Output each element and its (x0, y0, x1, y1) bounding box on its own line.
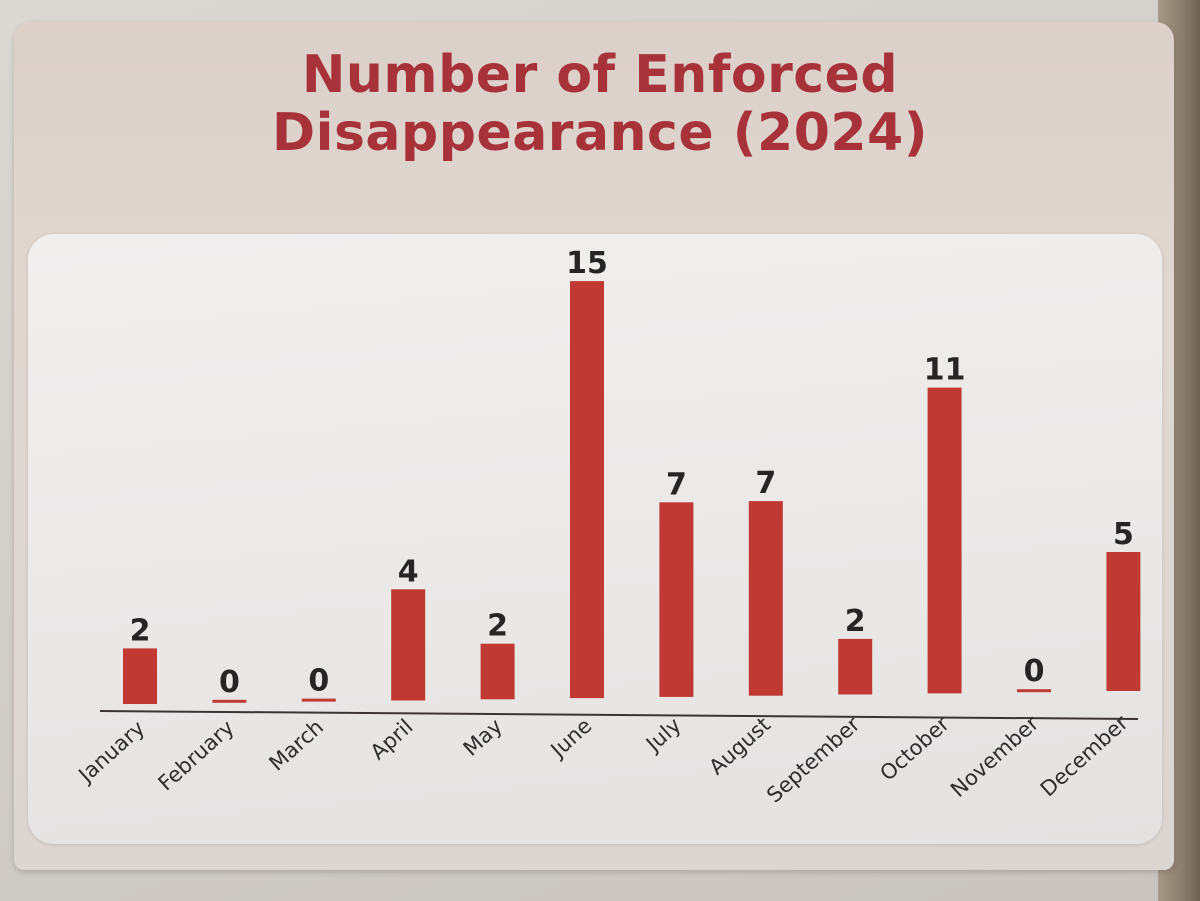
category-label-november: November (946, 711, 1044, 802)
category-label-september: September (762, 712, 865, 808)
bar-february (212, 699, 247, 703)
bar-september (838, 638, 873, 695)
bar-may (480, 643, 515, 700)
category-label-february: February (154, 715, 239, 795)
bar-june (570, 281, 604, 699)
value-label-february: 0 (219, 665, 240, 700)
bar-april (391, 589, 426, 701)
category-label-june: June (545, 713, 597, 763)
category-label-may: May (459, 714, 507, 761)
category-label-january: January (73, 716, 150, 788)
chart-title: Number of Enforced Disappearance (2024) (0, 46, 1200, 162)
category-label-december: December (1036, 710, 1133, 801)
bar-july (659, 502, 694, 697)
bar-october (927, 387, 962, 694)
value-label-april: 4 (398, 554, 419, 589)
bar-january (123, 648, 157, 704)
x-axis-line (99, 710, 1139, 720)
bar-march (301, 698, 336, 702)
category-label-october: October (875, 711, 954, 785)
value-label-september: 2 (845, 604, 866, 639)
value-label-december: 5 (1113, 517, 1134, 552)
value-label-january: 2 (130, 613, 151, 648)
category-label-july: July (640, 713, 686, 757)
bar-november (1017, 689, 1051, 693)
value-label-march: 0 (308, 664, 329, 699)
category-label-april: April (366, 714, 418, 764)
value-label-may: 2 (487, 609, 508, 644)
category-label-august: August (704, 712, 775, 779)
chart-title-line-1: Number of Enforced (301, 45, 899, 105)
value-label-august: 7 (755, 466, 776, 501)
bar-december (1106, 552, 1141, 691)
value-label-october: 11 (924, 353, 966, 388)
chart-title-line-2: Disappearance (2024) (271, 103, 929, 163)
bar-august (748, 501, 783, 696)
value-label-november: 0 (1024, 654, 1045, 689)
category-label-march: March (265, 715, 329, 776)
value-label-july: 7 (666, 467, 687, 502)
value-label-june: 15 (566, 246, 608, 281)
